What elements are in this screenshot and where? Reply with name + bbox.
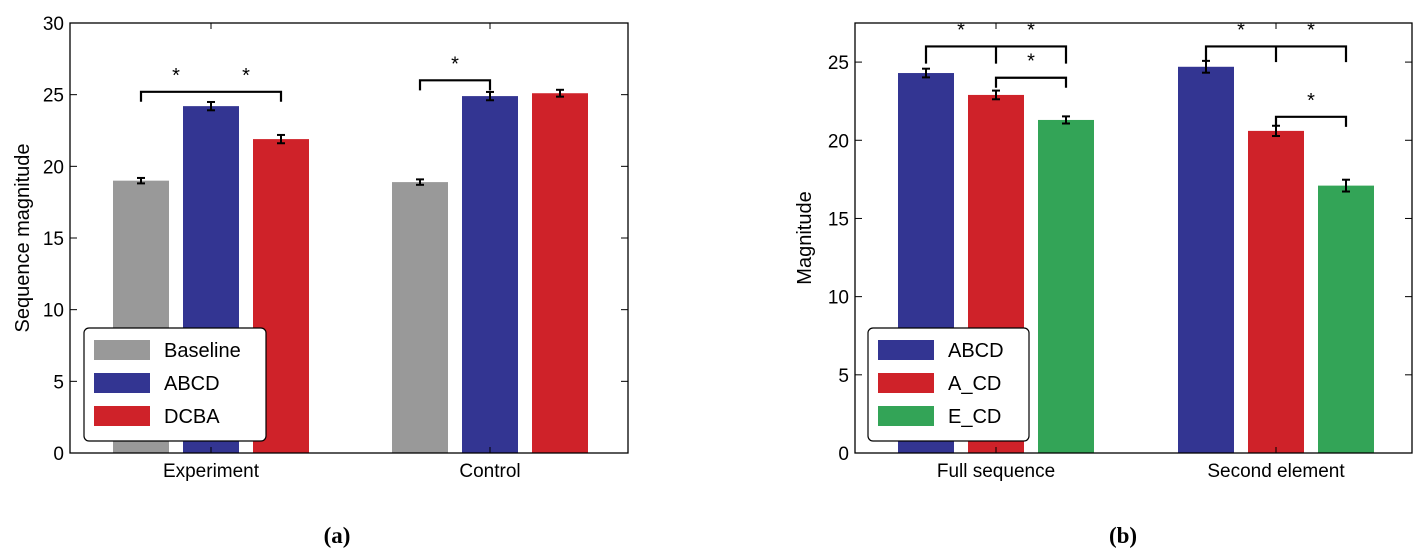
y-tick-label: 5 [53, 372, 64, 393]
panel-caption: (a) [324, 523, 351, 548]
significance-star: * [1237, 19, 1245, 41]
legend-label: ABCD [948, 340, 1004, 362]
legend-swatch [878, 373, 934, 393]
x-tick-label: Experiment [163, 461, 260, 482]
y-tick-label: 5 [838, 366, 849, 387]
y-tick-label: 30 [43, 14, 64, 35]
y-axis-label: Magnitude [794, 191, 816, 284]
significance-star: * [957, 19, 965, 41]
significance-bracket [1274, 115, 1348, 127]
bar [392, 182, 448, 453]
y-tick-label: 25 [43, 86, 64, 107]
legend-label: ABCD [164, 373, 220, 395]
y-axis-label: Sequence magnitude [12, 143, 34, 332]
significance-star: * [451, 53, 459, 75]
panel-caption: (b) [1109, 523, 1137, 548]
y-tick-label: 0 [838, 444, 849, 465]
chart-panel-b: 0 5 10 15 20 25 Full sequence Second element Mag… [794, 19, 1413, 548]
y-tick-label: 25 [828, 53, 849, 74]
legend-label: DCBA [164, 406, 220, 428]
legend-swatch [878, 340, 934, 360]
bar [1178, 66, 1234, 454]
legend-label: A_CD [948, 373, 1001, 395]
bar [1038, 119, 1094, 453]
plot-frame [854, 22, 1413, 454]
y-tick-label: 10 [43, 301, 64, 322]
legend-label: E_CD [948, 406, 1001, 428]
x-tick-label: Full sequence [937, 461, 1055, 482]
significance-bracket [418, 79, 492, 91]
y-tick-label: 20 [828, 131, 849, 152]
significance-star: * [1027, 19, 1035, 41]
significance-bracket [139, 90, 283, 102]
y-tick-label: 20 [43, 157, 64, 178]
bar [1248, 130, 1304, 453]
y-tick-label: 15 [828, 209, 849, 230]
y-tick-label: 10 [828, 288, 849, 309]
significance-star: * [1307, 19, 1315, 41]
legend-swatch [94, 340, 150, 360]
x-tick-label: Second element [1207, 461, 1345, 482]
bar [462, 96, 518, 453]
legend-swatch [94, 406, 150, 426]
significance-star: * [1307, 90, 1315, 112]
x-tick-label: Control [459, 461, 520, 482]
legend-label: Baseline [164, 340, 241, 362]
y-tick-label: 15 [43, 229, 64, 250]
significance-bracket [994, 76, 1068, 88]
bar [1318, 185, 1374, 454]
significance-bracket [924, 45, 1068, 64]
significance-bracket [1204, 45, 1348, 63]
chart-panel-a: 0 5 10 15 20 25 30 Experiment Control Sequence ma… [12, 14, 629, 548]
legend-swatch [94, 373, 150, 393]
y-tick-label: 0 [53, 444, 64, 465]
bar [532, 93, 588, 453]
significance-star: * [242, 65, 250, 87]
significance-star: * [172, 65, 180, 87]
significance-star: * [1027, 51, 1035, 73]
legend-swatch [878, 406, 934, 426]
